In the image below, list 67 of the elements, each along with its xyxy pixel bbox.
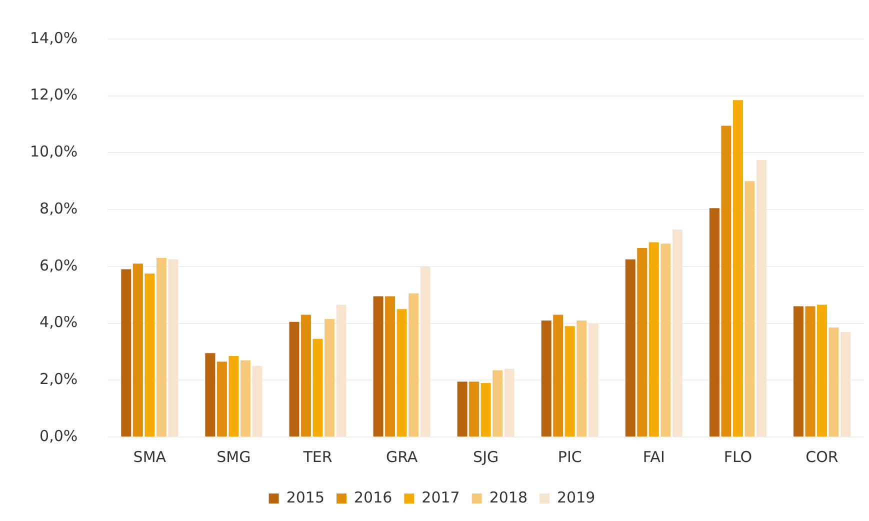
bar [324,319,335,436]
bar [289,322,300,436]
bar [228,356,239,436]
bar [805,306,816,436]
bar [396,309,407,436]
bar [420,266,430,436]
bar [625,259,636,436]
x-tick-label: SJG [473,448,499,466]
bar [121,269,132,436]
bar [480,382,491,436]
bar [240,360,250,436]
bar [300,314,311,436]
x-tick-label: PIC [558,448,582,466]
legend-label: 2017 [422,488,460,506]
x-tick-label: GRA [386,448,418,466]
bar [588,323,598,436]
y-tick-label: 10,0% [30,142,78,161]
x-tick-label: TER [302,448,332,466]
bar [709,208,720,436]
bar [541,320,552,436]
bar [492,370,503,436]
bar [156,258,166,436]
bar [336,304,346,436]
y-tick-label: 0,0% [40,426,78,445]
bar [553,314,564,436]
bar [132,264,143,436]
bar [168,259,178,436]
bar [721,126,732,436]
bar [828,328,839,436]
bar [816,304,827,436]
bar [840,332,851,436]
legend-label: 2019 [557,488,596,506]
x-tick-label: SMG [216,448,251,466]
bar [252,366,262,436]
x-tick-label: FLO [724,448,752,466]
x-tick-label: FAI [642,448,665,466]
x-tick-label: COR [806,448,838,466]
y-tick-label: 2,0% [40,370,78,388]
bar [373,296,384,436]
bar [469,382,480,436]
bar [648,242,659,436]
bar [457,382,468,436]
y-tick-label: 12,0% [30,86,78,104]
bar [637,248,648,436]
bar [216,362,227,436]
y-tick-label: 8,0% [40,199,78,218]
bar [576,320,587,436]
bar [408,293,419,436]
bar [205,353,216,436]
legend-label: 2016 [354,488,392,506]
bar [385,296,396,436]
legend-label: 2015 [286,488,325,506]
bar [793,306,804,436]
y-tick-label: 4,0% [40,313,78,332]
y-tick-label: 14,0% [30,28,78,47]
y-tick-label: 6,0% [40,256,78,274]
bar [672,229,682,436]
bar [312,338,323,436]
bar [660,244,671,436]
legend-label: 2018 [489,488,528,506]
bar [564,326,575,436]
bar [732,100,743,436]
bar [756,160,766,436]
bar [744,181,755,436]
x-tick-label: SMA [133,448,167,466]
bar [144,274,155,436]
bar [504,368,514,436]
